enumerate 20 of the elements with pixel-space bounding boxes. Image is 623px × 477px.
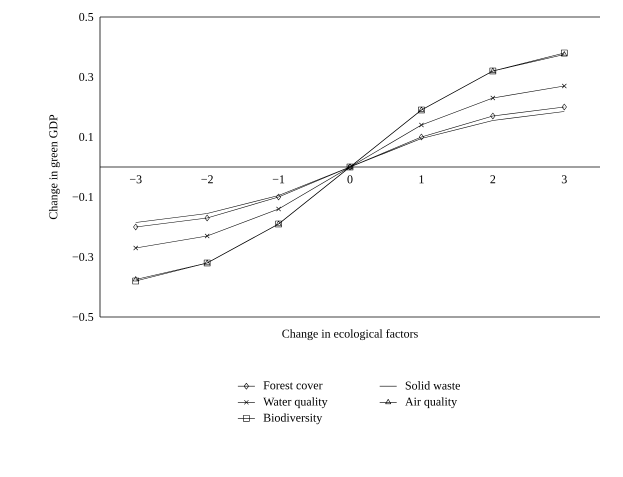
legend-label: Solid waste xyxy=(406,381,460,390)
y-axis-title: Change in green GDP xyxy=(48,114,60,220)
y-tick-label: 0.1 xyxy=(79,132,93,142)
y-tick-label: 0.3 xyxy=(79,72,94,82)
x-tick-label: 0 xyxy=(347,175,353,184)
x-tick-label: −2 xyxy=(201,175,213,184)
y-tick-label: −0.1 xyxy=(72,192,93,202)
legend-label: Biodiversity xyxy=(263,413,322,424)
legend-label: Air quality xyxy=(405,397,458,408)
x-tick-label: −1 xyxy=(272,175,284,184)
legend-label: Water quality xyxy=(263,397,328,408)
x-tick-label: 1 xyxy=(419,175,424,184)
x-tick-label: 2 xyxy=(490,175,496,184)
y-tick-label: −0.3 xyxy=(72,252,94,262)
legend-label: Forest cover xyxy=(263,381,322,390)
y-tick-label: −0.5 xyxy=(72,312,94,322)
x-axis-title: Change in ecological factors xyxy=(282,329,418,340)
y-tick-label: 0.5 xyxy=(79,12,94,22)
x-tick-label: 3 xyxy=(562,175,567,184)
x-tick-label: −3 xyxy=(130,175,142,184)
